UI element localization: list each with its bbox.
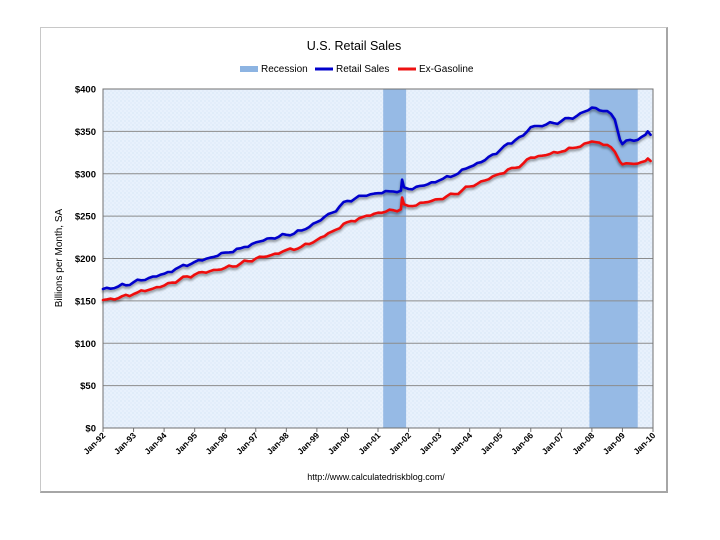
x-tick-label: Jan-05 [479, 430, 505, 456]
series-line-retail-sales [101, 106, 652, 291]
y-tick-label: $150 [75, 296, 96, 307]
legend-recession-label: Recession [261, 64, 308, 75]
x-tick-label: Jan-93 [112, 430, 138, 456]
legend: Recession Retail Sales Ex-Gasoline [240, 64, 474, 75]
x-tick-label: Jan-01 [356, 430, 382, 456]
y-tick-label: $50 [80, 381, 96, 392]
x-tick-label: Jan-06 [509, 430, 535, 456]
series-lines [101, 106, 652, 302]
y-tick-label: $350 [75, 127, 96, 138]
x-tick-label: Jan-99 [295, 430, 321, 456]
x-tick-label: Jan-02 [387, 430, 413, 456]
legend-recession-swatch [240, 66, 258, 72]
y-axis-title: Billions per Month, SA [54, 208, 65, 307]
x-tick-label: Jan-96 [204, 430, 230, 456]
x-tick-label: Jan-08 [570, 430, 596, 456]
series-line-ex-gasoline [101, 140, 652, 302]
x-tick-label: Jan-07 [540, 430, 566, 456]
y-tick-label: $300 [75, 169, 96, 180]
y-axis-ticks: $0 $50 $100 $150 $200 $250 $300 $350 $400 [75, 85, 96, 435]
gridlines [103, 130, 653, 387]
x-tick-label: Jan-00 [326, 430, 352, 456]
y-tick-label: $200 [75, 254, 96, 265]
legend-ex-gasoline-label: Ex-Gasoline [419, 64, 474, 75]
x-tick-label: Jan-03 [417, 430, 443, 456]
source-url: http://www.calculatedriskblog.com/ [307, 472, 445, 482]
legend-retail-sales-label: Retail Sales [336, 64, 389, 75]
x-tick-label: Jan-09 [601, 430, 627, 456]
y-tick-label: $0 [85, 424, 96, 435]
x-tick-label: Jan-04 [448, 430, 474, 456]
y-tick-label: $250 [75, 212, 96, 223]
chart-title: U.S. Retail Sales [307, 39, 401, 53]
x-tick-label: Jan-95 [173, 430, 199, 456]
x-tick-label: Jan-98 [265, 430, 291, 456]
x-tick-label: Jan-97 [234, 430, 260, 456]
x-tick-label: Jan-94 [142, 430, 168, 456]
y-tick-label: $400 [75, 85, 96, 96]
y-tick-label: $100 [75, 339, 96, 350]
x-axis-ticks: Jan-92 Jan-93 Jan-94 Jan-95 Jan-96 Jan-97 Jan-… [81, 428, 658, 456]
x-tick-label: Jan-10 [631, 430, 657, 456]
